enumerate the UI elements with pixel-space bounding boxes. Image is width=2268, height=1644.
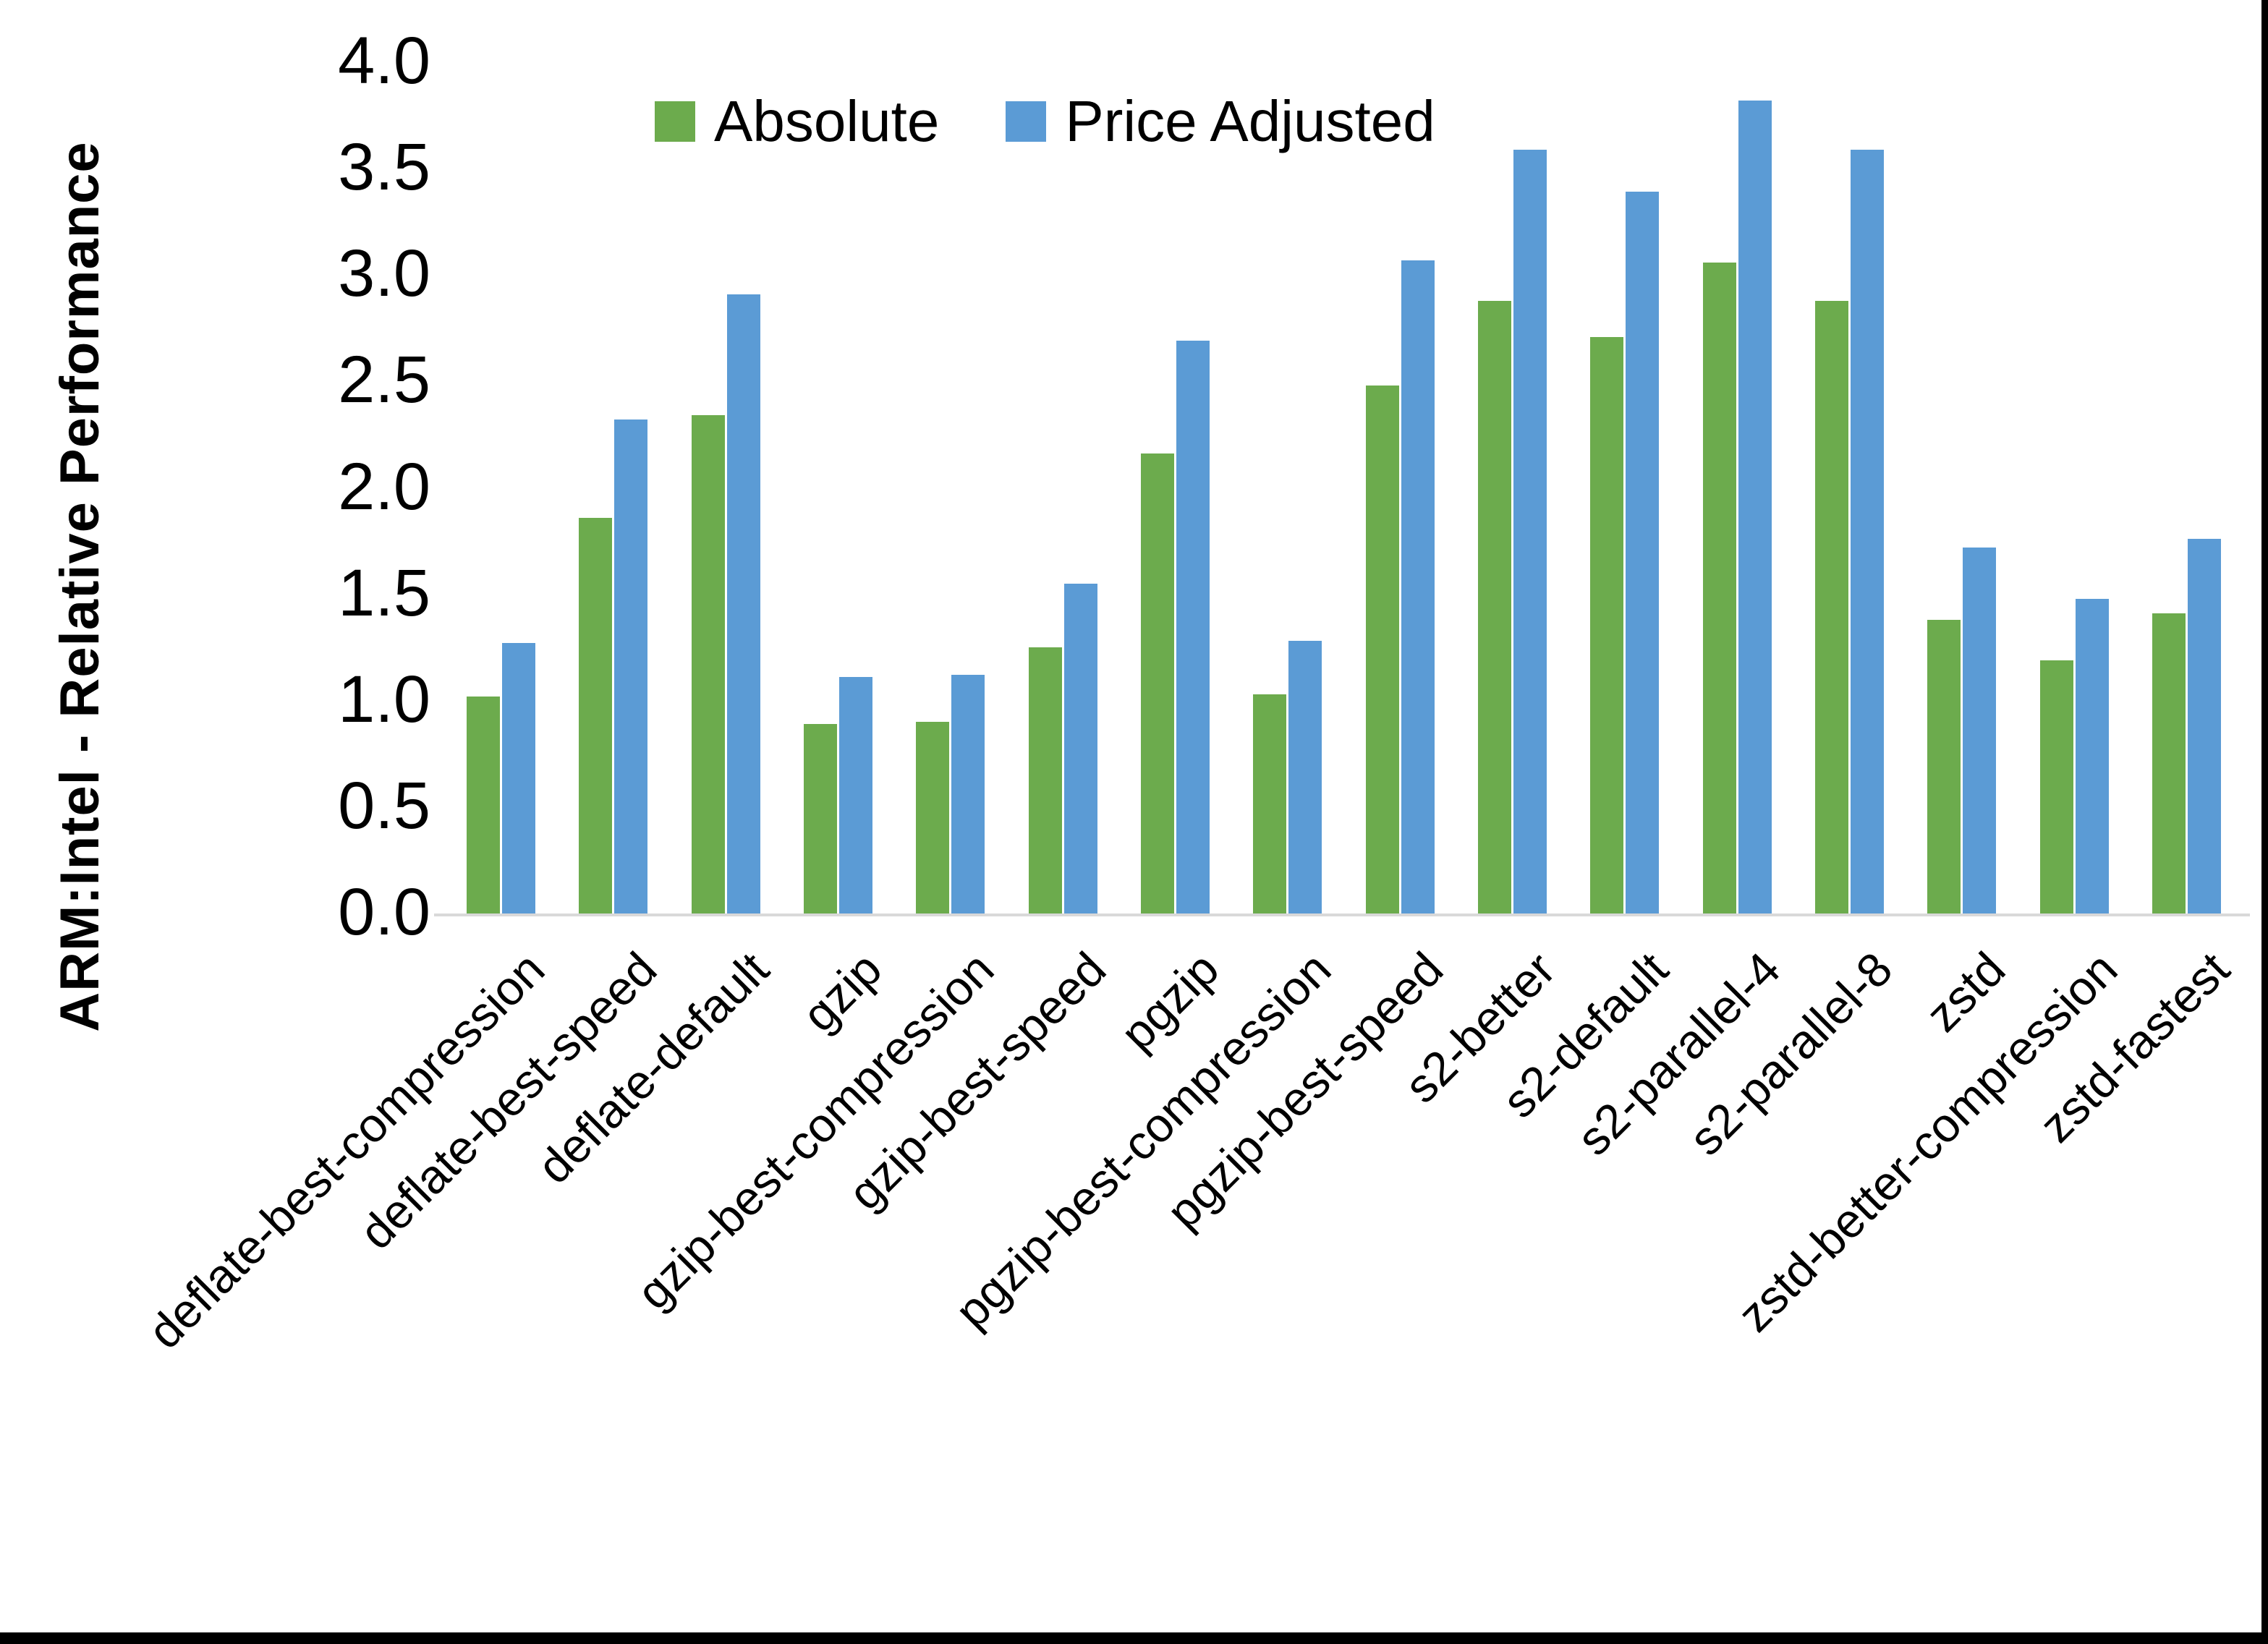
ytick-label-0.0: 0.0 (338, 875, 430, 950)
bar-price-adjusted-s2-parallel-4 (1738, 101, 1772, 913)
bar-price-adjusted-s2-better (1513, 150, 1547, 913)
bar-absolute-pgzip (1141, 453, 1174, 913)
bar-absolute-gzip (804, 724, 837, 913)
bar-absolute-s2-parallel-4 (1703, 263, 1736, 913)
bar-absolute-pgzip-best-speed (1366, 386, 1399, 913)
ytick-label-1.5: 1.5 (338, 555, 430, 630)
bar-price-adjusted-s2-parallel-8 (1851, 150, 1884, 913)
bar-absolute-zstd-better-compression (2040, 660, 2073, 913)
bar-price-adjusted-deflate-default (727, 294, 760, 913)
bar-absolute-gzip-best-speed (1029, 647, 1062, 913)
legend-label-price-adjusted: Price Adjusted (1065, 89, 1435, 153)
legend-item-absolute: Absolute (655, 93, 939, 150)
ytick-label-4.0: 4.0 (338, 24, 430, 98)
bar-price-adjusted-gzip-best-compression (951, 675, 985, 913)
bar-price-adjusted-pgzip (1176, 341, 1210, 913)
bar-absolute-deflate-default (692, 415, 725, 913)
bar-price-adjusted-s2-default (1626, 192, 1659, 913)
bar-absolute-pgzip-best-compression (1253, 694, 1286, 913)
bar-price-adjusted-pgzip-best-speed (1401, 260, 1435, 913)
ytick-label-2.0: 2.0 (338, 449, 430, 524)
bar-absolute-s2-parallel-8 (1815, 301, 1848, 913)
legend-label-absolute: Absolute (714, 89, 940, 153)
bar-price-adjusted-zstd (1963, 548, 1996, 913)
bar-absolute-s2-default (1590, 337, 1623, 913)
ytick-label-1.0: 1.0 (338, 662, 430, 736)
bar-price-adjusted-zstd-better-compression (2076, 599, 2109, 913)
ytick-label-3.0: 3.0 (338, 237, 430, 311)
bar-absolute-zstd-fastest (2152, 613, 2186, 913)
bar-absolute-deflate-best-compression (467, 697, 500, 913)
bar-absolute-deflate-best-speed (579, 518, 612, 913)
legend: Absolute Price Adjusted (655, 93, 1435, 150)
bar-price-adjusted-zstd-fastest (2188, 539, 2221, 913)
ytick-label-3.5: 3.5 (338, 130, 430, 205)
bar-price-adjusted-gzip (839, 677, 872, 913)
ytick-label-0.5: 0.5 (338, 769, 430, 843)
legend-swatch-price-adjusted-icon (1006, 101, 1047, 142)
bar-price-adjusted-deflate-best-compression (502, 643, 535, 913)
legend-swatch-absolute-icon (655, 101, 695, 142)
bottom-border-bar (0, 1632, 2268, 1644)
x-axis-line (434, 913, 2250, 916)
y-axis-title: ARM:Intel - Relative Performance (49, 141, 111, 1032)
bar-price-adjusted-gzip-best-speed (1064, 584, 1097, 913)
bar-absolute-gzip-best-compression (916, 722, 949, 913)
bar-price-adjusted-deflate-best-speed (614, 419, 647, 913)
bar-price-adjusted-pgzip-best-compression (1288, 641, 1322, 913)
bar-absolute-zstd (1927, 620, 1961, 913)
bar-absolute-s2-better (1478, 301, 1511, 913)
legend-item-price-adjusted: Price Adjusted (1006, 93, 1435, 150)
right-border-bar (2261, 0, 2268, 1644)
ytick-label-2.5: 2.5 (338, 343, 430, 417)
